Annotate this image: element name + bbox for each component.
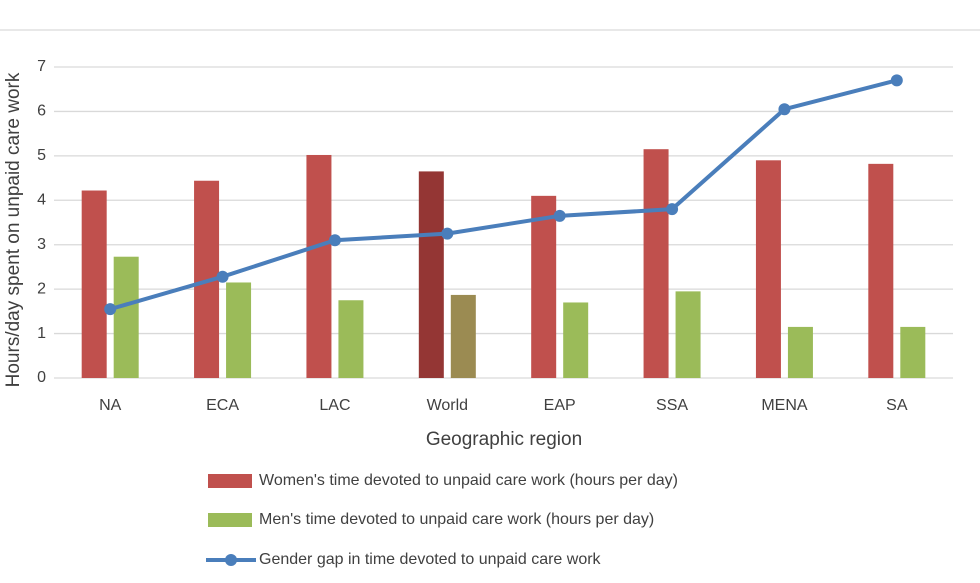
x-tick-label: World <box>427 397 469 414</box>
legend-label: Gender gap in time devoted to unpaid car… <box>259 551 602 568</box>
legend-marker <box>225 554 237 566</box>
bar <box>531 195 557 378</box>
line <box>109 78 898 312</box>
x-axis-title: Geographic region <box>426 429 582 450</box>
bar <box>900 326 926 378</box>
y-tick-label: 3 <box>37 236 46 253</box>
bar <box>226 282 252 378</box>
bar <box>755 160 781 378</box>
y-tick-label: 7 <box>37 58 46 75</box>
x-tick-label: SSA <box>656 397 688 414</box>
x-tick-label: NA <box>99 397 122 414</box>
x-tick-label: ECA <box>206 397 239 414</box>
bar <box>113 256 139 378</box>
bar <box>306 154 332 378</box>
line-marker <box>328 234 341 247</box>
y-axis-title: Hours/day spent on unpaid care work <box>3 72 24 387</box>
y-tick-label: 5 <box>37 147 46 164</box>
legend-swatch <box>208 513 252 527</box>
legend-label: Men's time devoted to unpaid care work (… <box>259 511 654 528</box>
bar <box>418 171 444 378</box>
legend-swatch <box>208 474 252 488</box>
bar <box>675 291 701 378</box>
line-marker <box>104 303 117 316</box>
bar <box>338 300 364 378</box>
bar <box>81 190 107 378</box>
y-tick-label: 4 <box>37 192 46 209</box>
x-tick-label: SA <box>886 397 908 414</box>
bar <box>643 149 669 378</box>
bar <box>868 163 894 378</box>
y-tick-label: 0 <box>37 369 46 386</box>
y-tick-label: 6 <box>37 103 46 120</box>
line-marker <box>666 203 679 216</box>
line-marker <box>890 74 903 87</box>
line-marker <box>441 227 454 240</box>
x-tick-label: MENA <box>761 397 808 414</box>
y-tick-label: 2 <box>37 280 46 297</box>
legend-label: Women's time devoted to unpaid care work… <box>259 472 678 489</box>
bar <box>450 294 476 378</box>
line-marker <box>216 270 229 283</box>
bar <box>787 326 813 378</box>
line-marker <box>778 103 791 116</box>
y-tick-label: 1 <box>37 325 46 342</box>
x-tick-label: LAC <box>319 397 350 414</box>
bar <box>563 302 589 378</box>
line-marker <box>553 209 566 222</box>
x-tick-label: EAP <box>544 397 576 414</box>
